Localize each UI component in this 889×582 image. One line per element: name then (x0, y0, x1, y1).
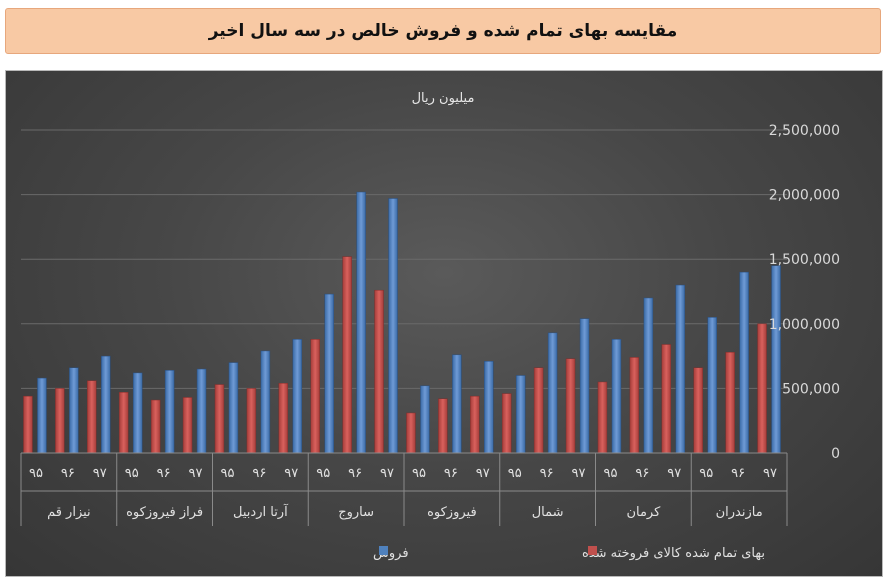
bar-sales (37, 377, 47, 454)
bar-sales (515, 375, 526, 454)
bar-sales (484, 361, 494, 454)
bar-cost (470, 395, 480, 454)
x-tick-label: ۹۵ (220, 466, 234, 481)
bars (23, 191, 781, 454)
x-tick-label: ۹۵ (125, 466, 139, 481)
bar-sales (324, 293, 334, 454)
x-tick-label: ۹۵ (699, 466, 713, 481)
x-tick-label: ۹۶ (348, 466, 362, 481)
bar-sales (547, 332, 558, 454)
legend-swatch-cost (588, 546, 597, 555)
bar-cost (406, 412, 416, 454)
bar-sales (196, 368, 207, 454)
bar-cost (150, 399, 161, 454)
bar-sales (771, 265, 781, 454)
bar-cost (693, 367, 703, 454)
chart-title: میلیون ریال (412, 91, 475, 106)
bar-cost (374, 289, 384, 454)
bar-cost (725, 351, 735, 454)
legend: بهای تمام شده کالای فروخته شده فروش (373, 546, 765, 561)
y-tick-label: 1,500,000 (769, 252, 840, 268)
x-tick-label: ۹۷ (667, 466, 681, 481)
bar-chart: 0 500,000 1,000,000 1,500,000 2,000,000 2,500… (20, 91, 840, 561)
x-tick-label: ۹۵ (316, 466, 330, 481)
bar-sales (643, 297, 654, 454)
legend-label-sales: فروش (373, 546, 409, 561)
bar-cost (438, 398, 448, 454)
legend-swatch-sales (379, 546, 388, 555)
bar-cost (55, 388, 65, 454)
page-title-text: مقایسه بهای تمام شده و فروش خالص در سه س… (208, 21, 678, 41)
group-label: مازندران (716, 505, 763, 520)
bar-sales (707, 317, 717, 454)
page-title: مقایسه بهای تمام شده و فروش خالص در سه س… (5, 8, 881, 54)
x-tick-label: ۹۶ (444, 466, 458, 481)
bar-cost (342, 256, 352, 454)
bar-sales (579, 318, 590, 454)
bar-cost (501, 393, 512, 454)
x-tick-label: ۹۶ (540, 466, 554, 481)
x-tick-label: ۹۷ (189, 466, 203, 481)
bar-cost (310, 339, 320, 454)
axes: 0 500,000 1,000,000 1,500,000 2,000,000 2,500… (20, 123, 840, 526)
x-tick-label: ۹۵ (508, 466, 522, 481)
bar-cost (661, 344, 672, 454)
chart-panel: 0 500,000 1,000,000 1,500,000 2,000,000 2,500… (5, 70, 883, 577)
y-tick-label: 2,000,000 (769, 188, 840, 204)
bar-cost (757, 323, 767, 454)
x-tick-label: ۹۶ (157, 466, 171, 481)
bar-sales (228, 362, 239, 454)
x-tick-label: ۹۶ (731, 466, 745, 481)
group-label: ساروج (338, 505, 374, 520)
bar-sales (611, 339, 622, 454)
bar-sales (260, 350, 271, 454)
gridlines (21, 129, 787, 389)
bar-sales (420, 385, 430, 454)
group-label: فیروزکوه (427, 505, 477, 520)
bar-sales (132, 372, 143, 454)
x-tick-label: ۹۷ (93, 466, 107, 481)
x-tick-label: ۹۵ (412, 466, 426, 481)
group-label: فراز فیروزکوه (126, 505, 203, 520)
bar-sales (164, 370, 175, 454)
bar-cost (87, 380, 97, 454)
bar-cost (246, 388, 257, 454)
x-tick-label: ۹۶ (635, 466, 649, 481)
x-tick-label: ۹۷ (763, 466, 777, 481)
bar-sales (292, 339, 303, 454)
group-label: شمال (532, 505, 564, 520)
y-tick-label: 2,500,000 (769, 123, 840, 139)
x-tick-label: ۹۷ (572, 466, 586, 481)
bar-sales (452, 354, 462, 454)
group-label: نیزار قم (47, 505, 91, 520)
bar-cost (23, 395, 33, 454)
x-tick-label: ۹۵ (603, 466, 617, 481)
x-tick-label: ۹۶ (61, 466, 75, 481)
bar-sales (739, 271, 749, 454)
group-label: کرمان (626, 505, 661, 520)
x-tick-label: ۹۵ (29, 466, 43, 481)
bar-cost (597, 381, 608, 454)
bar-cost (182, 397, 193, 454)
group-label: آرتا اردبیل (233, 503, 289, 520)
bar-sales (101, 355, 111, 454)
x-tick-label: ۹۷ (284, 466, 298, 481)
bar-cost (629, 357, 640, 454)
bar-sales (356, 191, 366, 454)
x-tick-label: ۹۶ (252, 466, 266, 481)
y-tick-label: 0 (831, 446, 840, 462)
y-tick-label: 500,000 (782, 381, 840, 397)
y-tick-label: 1,000,000 (769, 317, 840, 333)
bar-cost (565, 358, 576, 454)
bar-cost (118, 392, 129, 454)
x-tick-label: ۹۷ (476, 466, 490, 481)
bar-cost (214, 384, 225, 454)
legend-label-cost: بهای تمام شده کالای فروخته شده (582, 546, 765, 561)
bar-cost (278, 382, 289, 454)
bar-sales (69, 367, 79, 454)
bar-sales (388, 198, 398, 454)
x-tick-label: ۹۷ (380, 466, 394, 481)
bar-cost (533, 367, 544, 454)
bar-sales (675, 284, 686, 454)
